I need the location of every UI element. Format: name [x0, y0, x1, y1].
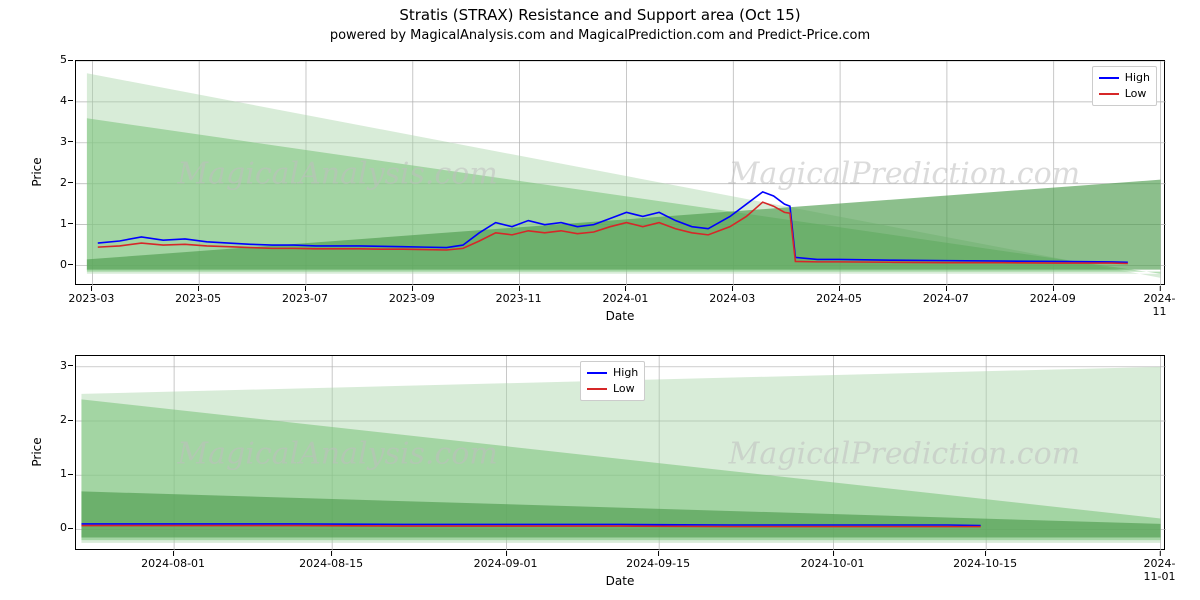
- x-tick-label: 2024-08-01: [141, 557, 205, 570]
- chart-subtitle: powered by MagicalAnalysis.com and Magic…: [0, 28, 1200, 43]
- y-tick-label: 0: [45, 521, 67, 534]
- legend-swatch: [1099, 93, 1119, 95]
- y-tick-label: 0: [45, 258, 67, 271]
- x-tick-label: 2024-05: [816, 292, 862, 305]
- y-tick-label: 2: [45, 176, 67, 189]
- x-tick-label: 2023-09: [389, 292, 435, 305]
- legend-swatch: [587, 372, 607, 374]
- y-tick-label: 1: [45, 217, 67, 230]
- legend-label: Low: [613, 381, 635, 397]
- x-tick-label: 2024-03: [709, 292, 755, 305]
- legend-label: Low: [1125, 86, 1147, 102]
- x-axis-label: Date: [75, 309, 1165, 323]
- chart-top: MagicalAnalysis.comMagicalPrediction.com: [75, 60, 1165, 285]
- x-tick-label: 2023-03: [68, 292, 114, 305]
- legend-swatch: [587, 388, 607, 390]
- y-tick-label: 4: [45, 94, 67, 107]
- x-tick-label: 2024-09-01: [474, 557, 538, 570]
- y-tick-label: 1: [45, 467, 67, 480]
- y-tick-label: 2: [45, 413, 67, 426]
- x-tick-label: 2023-05: [175, 292, 221, 305]
- legend-label: High: [1125, 70, 1150, 86]
- chart-title: Stratis (STRAX) Resistance and Support a…: [0, 6, 1200, 24]
- x-tick-label: 2024-09-15: [626, 557, 690, 570]
- legend-label: High: [613, 365, 638, 381]
- page: Stratis (STRAX) Resistance and Support a…: [0, 0, 1200, 600]
- x-tick-label: 2024-07: [923, 292, 969, 305]
- x-axis-label: Date: [75, 574, 1165, 588]
- x-tick-label: 2024-08-15: [299, 557, 363, 570]
- legend: HighLow: [1092, 66, 1157, 106]
- x-tick-label: 2023-11: [496, 292, 542, 305]
- x-tick-label: 2024-09: [1030, 292, 1076, 305]
- y-tick-label: 3: [45, 135, 67, 148]
- y-axis-label: Price: [30, 152, 44, 192]
- x-tick-label: 2024-10-01: [801, 557, 865, 570]
- y-axis-label: Price: [30, 432, 44, 472]
- y-tick-label: 3: [45, 359, 67, 372]
- x-tick-label: 2023-07: [282, 292, 328, 305]
- plot-area: [76, 61, 1166, 286]
- legend-swatch: [1099, 77, 1119, 79]
- y-tick-label: 5: [45, 53, 67, 66]
- legend: HighLow: [580, 361, 645, 401]
- x-tick-label: 2024-10-15: [953, 557, 1017, 570]
- x-tick-label: 2024-01: [602, 292, 648, 305]
